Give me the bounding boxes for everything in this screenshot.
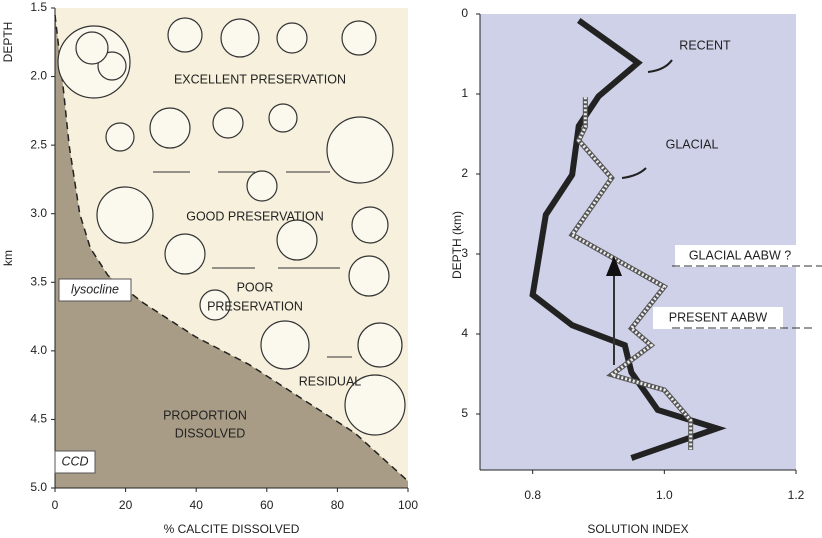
x-tick-label: 1.2 [788,488,805,502]
label-arrow [621,167,647,179]
y-tick-label: 3.0 [30,206,47,220]
x-tick-label: 1.0 [656,488,673,502]
x-axis-label: SOLUTION INDEX [587,522,688,536]
label-box [675,245,805,267]
y-tick-label: 5 [461,406,468,420]
x-tick-label: 40 [190,498,204,512]
area-fill [55,14,408,488]
annotation: GOOD PRESERVATION [186,209,324,223]
label-box [58,278,132,302]
label-box [54,450,96,474]
aabw-arrowhead [606,256,622,276]
annotation: lysocline [71,282,119,296]
annotation: PROPORTION [163,408,247,422]
annotation: EXCELLENT PRESERVATION [174,72,346,86]
fossil-illustrations [57,17,406,436]
y-tick-label: 0 [461,6,468,20]
y-axis-unit: km [1,250,15,266]
y-axis-label: DEPTH [1,22,15,63]
series-label: GLACIAL [666,137,719,151]
y-tick-label: 3 [461,246,468,260]
y-tick-label: 2.5 [30,137,47,151]
plot-background [480,14,796,470]
y-axis-label: DEPTH (km) [450,211,464,279]
series-label: RECENT [679,38,731,52]
x-tick-label: 100 [398,498,418,512]
y-tick-label: 4.5 [30,412,47,426]
y-tick-label: 2 [461,166,468,180]
annotation: RESIDUAL [299,374,362,388]
x-tick-label: 0 [52,498,59,512]
y-tick-label: 3.5 [30,274,47,288]
y-tick-label: 5.0 [30,480,47,494]
x-tick-label: 80 [331,498,345,512]
annotation: DISSOLVED [175,426,246,440]
label-arrow [647,59,673,73]
y-tick-label: 2.0 [30,69,47,83]
annotation: GLACIAL AABW ? [689,248,791,262]
series-line [529,17,727,461]
x-axis-label: % CALCITE DISSOLVED [164,522,300,536]
x-tick-label: 60 [260,498,274,512]
y-tick-label: 1 [461,86,468,100]
y-tick-label: 4.0 [30,343,47,357]
x-tick-label: 0.8 [524,488,541,502]
annotation: PRESERVATION [207,299,303,313]
x-tick-label: 20 [119,498,133,512]
y-tick-label: 1.5 [30,0,47,14]
label-box [653,307,783,329]
series-hatch [569,97,693,450]
annotation: CCD [61,454,88,468]
y-tick-label: 4 [461,326,468,340]
annotation: POOR [237,280,274,294]
annotation: PRESENT AABW [669,310,768,324]
